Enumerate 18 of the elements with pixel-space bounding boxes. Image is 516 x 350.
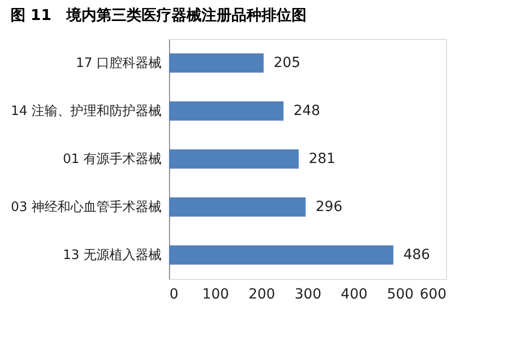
x-tick-label: 0 — [170, 286, 178, 302]
data-label: 205 — [274, 55, 300, 71]
x-tick-label: 500 — [386, 286, 414, 302]
y-tick-label: 01 有源手术器械 — [62, 152, 162, 167]
data-label: 486 — [403, 247, 430, 263]
data-label: 248 — [293, 103, 320, 119]
x-tick-label: 600 — [420, 286, 446, 302]
y-tick-label: 17 口腔科器械 — [76, 56, 162, 71]
x-tick-label: 200 — [248, 286, 276, 302]
x-tick-label: 100 — [202, 286, 230, 302]
data-label: 296 — [316, 199, 342, 215]
x-tick-label: 300 — [294, 286, 322, 302]
y-tick-label: 03 神经和心血管手术器械 — [10, 199, 162, 215]
y-tick-label: 14 注输、护理和防护器械 — [10, 104, 162, 119]
y-tick-label: 13 无源植入器械 — [62, 248, 162, 263]
chart-title: 图 11 境内第三类医疗器械注册品种排位图 — [10, 6, 306, 24]
x-tick-label: 400 — [340, 286, 368, 302]
data-label: 281 — [308, 151, 336, 167]
